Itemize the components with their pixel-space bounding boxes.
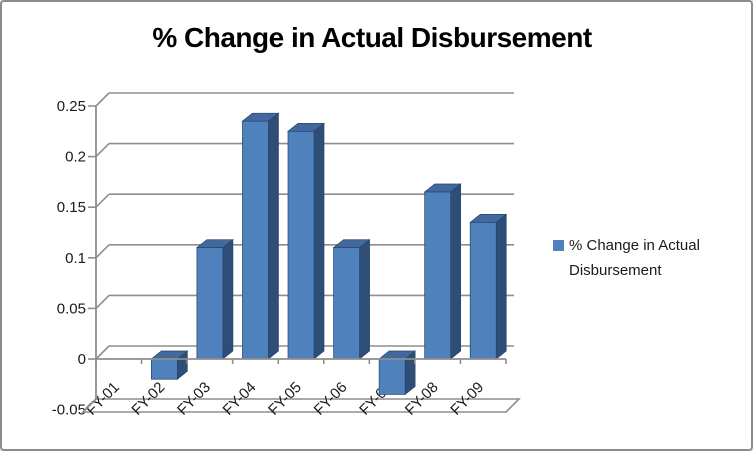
gridline-connector: [95, 345, 110, 360]
y-axis-label: 0: [78, 351, 86, 368]
bar-FY-08: [424, 191, 452, 360]
chart-title: % Change in Actual Disbursement: [152, 22, 592, 53]
bar-FY-06: [333, 247, 360, 360]
bar-FY-04-side: [268, 112, 279, 360]
gridline-connector: [95, 244, 110, 259]
bar-FY-03-side: [222, 238, 234, 360]
legend-label: % Change in Actual Disbursement: [569, 237, 700, 279]
bar-FY-09-side: [495, 213, 507, 360]
legend: % Change in Actual Disbursement: [553, 233, 739, 283]
gridline-connector: [95, 92, 110, 107]
gridline-connector: [95, 193, 110, 208]
legend-marker-icon: [553, 240, 564, 251]
bar-FY-02: [150, 358, 178, 380]
bar-FY-04: [242, 120, 269, 360]
y-axis-label: 0.25: [57, 98, 86, 115]
y-axis-label: 0.15: [57, 199, 86, 216]
bar-FY-07: [378, 358, 406, 395]
bar-FY-03: [196, 247, 224, 360]
y-axis-label: 0.05: [57, 300, 86, 317]
axis-floor-connector: [82, 398, 97, 413]
y-axis-label: 0.1: [65, 250, 86, 267]
gridline-connector: [95, 294, 110, 309]
gridline-connector: [95, 143, 110, 158]
y-axis-label: -0.05: [52, 402, 86, 419]
bar-FY-06-side: [359, 238, 370, 360]
bar-FY-05-side: [313, 122, 325, 360]
y-axis-label: 0.2: [65, 149, 86, 166]
bar-FY-05: [287, 130, 315, 360]
bar-FY-08-side: [450, 183, 462, 360]
bar-FY-09: [469, 222, 497, 360]
